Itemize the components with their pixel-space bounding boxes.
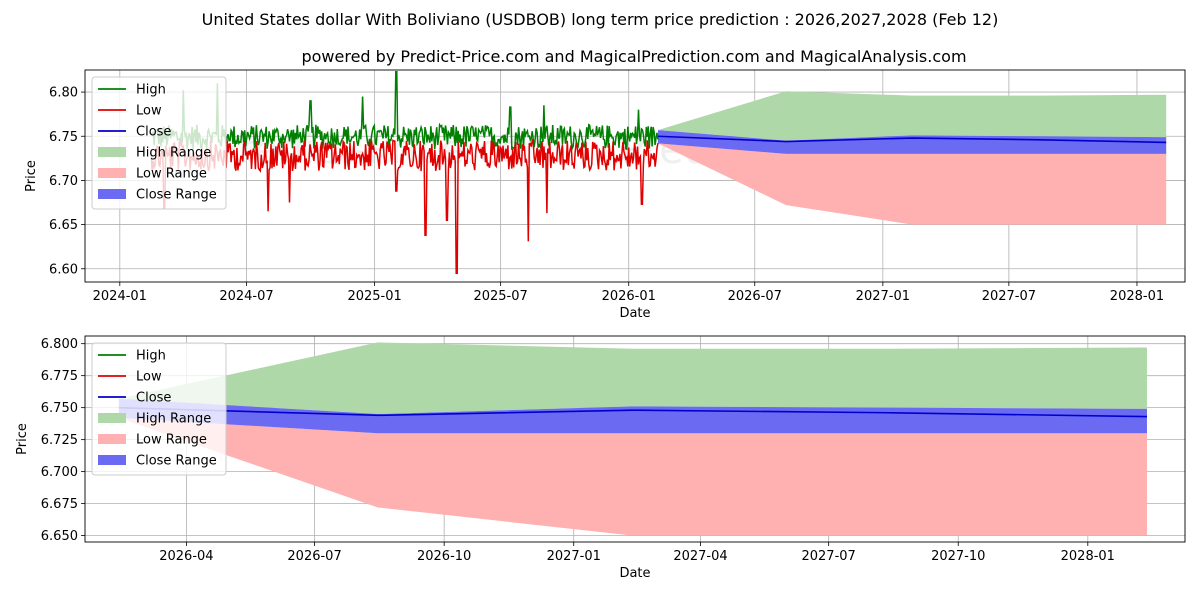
x-tick-label: 2026-04	[159, 549, 213, 564]
y-tick-label: 6.725	[41, 433, 78, 448]
close-range-area	[118, 398, 1147, 434]
legend: High Low Close High Range Low Range Close Ran…	[91, 342, 227, 476]
watermark-text: Predict-Price.com	[620, 279, 968, 325]
legend-area-swatch	[98, 189, 126, 199]
axes-frame	[84, 69, 1186, 283]
x-tick-label: 2028-01	[1061, 549, 1115, 564]
close-series-line	[657, 135, 1167, 144]
x-tick-label: 2027-04	[673, 549, 727, 564]
x-tick-label: 2024-07	[219, 289, 273, 304]
y-tick-label: 6.800	[41, 337, 78, 352]
close-range-area	[657, 130, 1167, 154]
x-tick-label: 2026-07	[287, 549, 341, 564]
y-tick-label: 6.750	[41, 401, 78, 416]
y-axis-label: Price	[24, 160, 39, 192]
x-axis-label: Date	[619, 306, 650, 321]
watermark-text: Predict-Price.com	[215, 279, 563, 325]
bottom-panel: Predict-Price.comPredict-Price.com2026-0…	[15, 335, 1186, 581]
legend-label: Low Range	[136, 433, 207, 448]
legend: High Low Close High Range Low Range Close Ran…	[91, 76, 227, 210]
legend-label: Low Range	[136, 167, 207, 182]
y-tick-label: 6.70	[49, 174, 78, 189]
axes-frame	[84, 335, 1186, 543]
y-tick-label: 6.75	[49, 130, 78, 145]
y-tick-label: 6.80	[49, 86, 78, 101]
plot-content	[150, 71, 1167, 274]
y-tick-label: 6.60	[49, 262, 78, 277]
legend-area-swatch	[98, 147, 126, 157]
legend-label: Close	[136, 125, 171, 140]
y-tick-label: 6.700	[41, 465, 78, 480]
y-tick-label: 6.650	[41, 529, 78, 544]
legend-label: Low	[136, 104, 162, 119]
x-axis-label: Date	[619, 566, 650, 581]
legend-label: Close	[136, 391, 171, 406]
legend-label: High	[136, 349, 166, 364]
legend-label: High	[136, 83, 166, 98]
low-range-area	[657, 143, 1167, 225]
y-axis-label: Price	[15, 423, 30, 455]
low-series-line	[150, 137, 659, 274]
x-tick-label: 2027-01	[856, 289, 910, 304]
x-tick-label: 2028-01	[1110, 289, 1164, 304]
x-tick-label: 2026-01	[602, 289, 656, 304]
legend-label: Close Range	[136, 188, 217, 203]
x-tick-label: 2027-01	[547, 549, 601, 564]
legend-area-swatch	[98, 413, 126, 423]
y-tick-label: 6.65	[49, 218, 78, 233]
x-tick-label: 2024-01	[93, 289, 147, 304]
chart-subtitle: powered by Predict-Price.com and Magical…	[301, 47, 966, 66]
x-tick-label: 2027-10	[931, 549, 985, 564]
high-range-area	[118, 342, 1147, 415]
legend-label: Close Range	[136, 454, 217, 469]
legend-area-swatch	[98, 168, 126, 178]
low-range-area	[118, 417, 1147, 536]
high-series-line	[150, 71, 659, 151]
legend-label: High Range	[136, 412, 211, 427]
legend-label: Low	[136, 370, 162, 385]
x-tick-label: 2027-07	[982, 289, 1036, 304]
legend-area-swatch	[98, 434, 126, 444]
legend-area-swatch	[98, 455, 126, 465]
y-tick-label: 6.675	[41, 497, 78, 512]
chart-title: United States dollar With Boliviano (USD…	[202, 10, 999, 29]
y-tick-label: 6.775	[41, 369, 78, 384]
legend-label: High Range	[136, 146, 211, 161]
x-tick-label: 2026-07	[728, 289, 782, 304]
x-tick-label: 2027-07	[801, 549, 855, 564]
plot-content	[118, 342, 1147, 536]
x-tick-label: 2025-07	[473, 289, 527, 304]
x-tick-label: 2025-01	[347, 289, 401, 304]
close-series-line	[118, 406, 1147, 418]
x-tick-label: 2026-10	[417, 549, 471, 564]
high-range-area	[657, 91, 1167, 141]
